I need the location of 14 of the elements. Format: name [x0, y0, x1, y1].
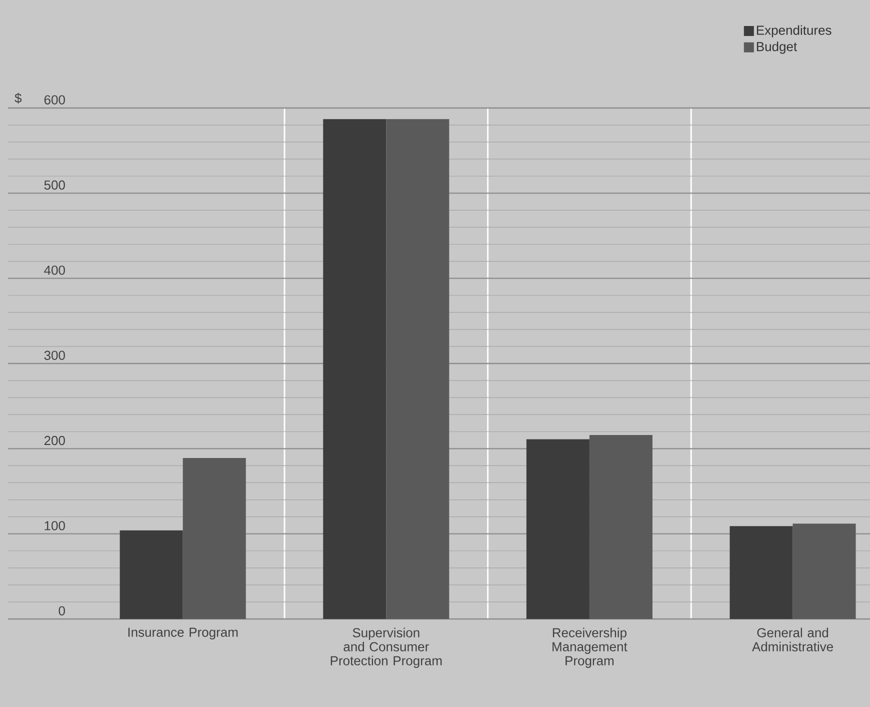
y-tick-label: 300 — [44, 350, 65, 360]
legend-label: Expenditures — [756, 25, 832, 38]
x-tick-label: Receivership Management Program — [552, 628, 628, 668]
y-tick-label: 400 — [44, 266, 65, 275]
y-tick-label: 500 — [44, 180, 65, 190]
legend-label: Budget — [756, 42, 797, 54]
y-tick-label: 0 — [58, 606, 65, 616]
x-tick-label: General and Administrative — [752, 628, 833, 652]
y-axis-title: $ — [14, 92, 22, 104]
x-tick-label: Insurance Program — [128, 628, 238, 640]
y-tick-label: 200 — [44, 436, 65, 446]
y-tick-label: 100 — [44, 521, 65, 530]
y-tick-label: 600 — [44, 95, 65, 104]
x-tick-label: Supervision and Consumer Protection Program — [330, 628, 442, 668]
